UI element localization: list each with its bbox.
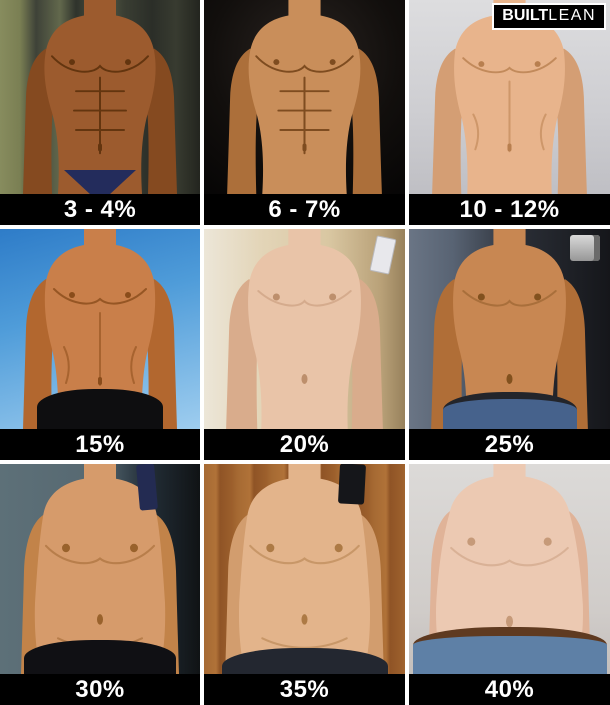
phone-prop xyxy=(337,464,367,505)
bodyfat-cell: 3 - 4% xyxy=(0,0,200,225)
bodyfat-cell: 20% xyxy=(204,229,405,460)
bodyfat-label: 20% xyxy=(204,429,405,460)
bodyfat-cell: 10 - 12% xyxy=(409,0,610,225)
bodyfat-photo xyxy=(204,0,405,194)
bodyfat-label: 6 - 7% xyxy=(204,194,405,225)
bodyfat-photo xyxy=(409,0,610,194)
logo-text-bold: BUILT xyxy=(502,7,549,24)
builtlean-logo: BUILTLEAN xyxy=(492,3,606,30)
bodyfat-label: 40% xyxy=(409,674,610,705)
bodyfat-cell: 6 - 7% xyxy=(204,0,405,225)
clothing-shape xyxy=(24,640,176,674)
bodyfat-photo xyxy=(204,464,405,674)
bodyfat-photo xyxy=(204,229,405,429)
clothing-shape xyxy=(412,627,607,674)
torso-illustration xyxy=(23,0,177,194)
bodyfat-label: 30% xyxy=(0,674,200,705)
bodyfat-label: 3 - 4% xyxy=(0,194,200,225)
bodyfat-cell: 40% xyxy=(409,464,610,705)
clothing-shape xyxy=(37,389,163,429)
torso-illustration xyxy=(227,0,382,194)
logo-text-light: LEAN xyxy=(548,7,596,24)
clothing-shape xyxy=(221,648,388,674)
bodyfat-label: 25% xyxy=(409,429,610,460)
bodyfat-cell: 25% xyxy=(409,229,610,460)
bodyfat-photo xyxy=(0,464,200,674)
bodyfat-photo xyxy=(0,0,200,194)
flip-phone-prop xyxy=(136,464,158,511)
bodyfat-label: 10 - 12% xyxy=(409,194,610,225)
bodyfat-cell: 15% xyxy=(0,229,200,460)
bodyfat-photo xyxy=(0,229,200,429)
torso-illustration xyxy=(225,464,384,674)
bodyfat-label: 35% xyxy=(204,674,405,705)
camera-prop xyxy=(570,235,600,261)
bodyfat-cell: 35% xyxy=(204,464,405,705)
clothing-shape xyxy=(442,392,577,429)
bodyfat-photo xyxy=(409,464,610,674)
bodyfat-cell: 30% xyxy=(0,464,200,705)
bodyfat-label: 15% xyxy=(0,429,200,460)
bodyfat-photo xyxy=(409,229,610,429)
